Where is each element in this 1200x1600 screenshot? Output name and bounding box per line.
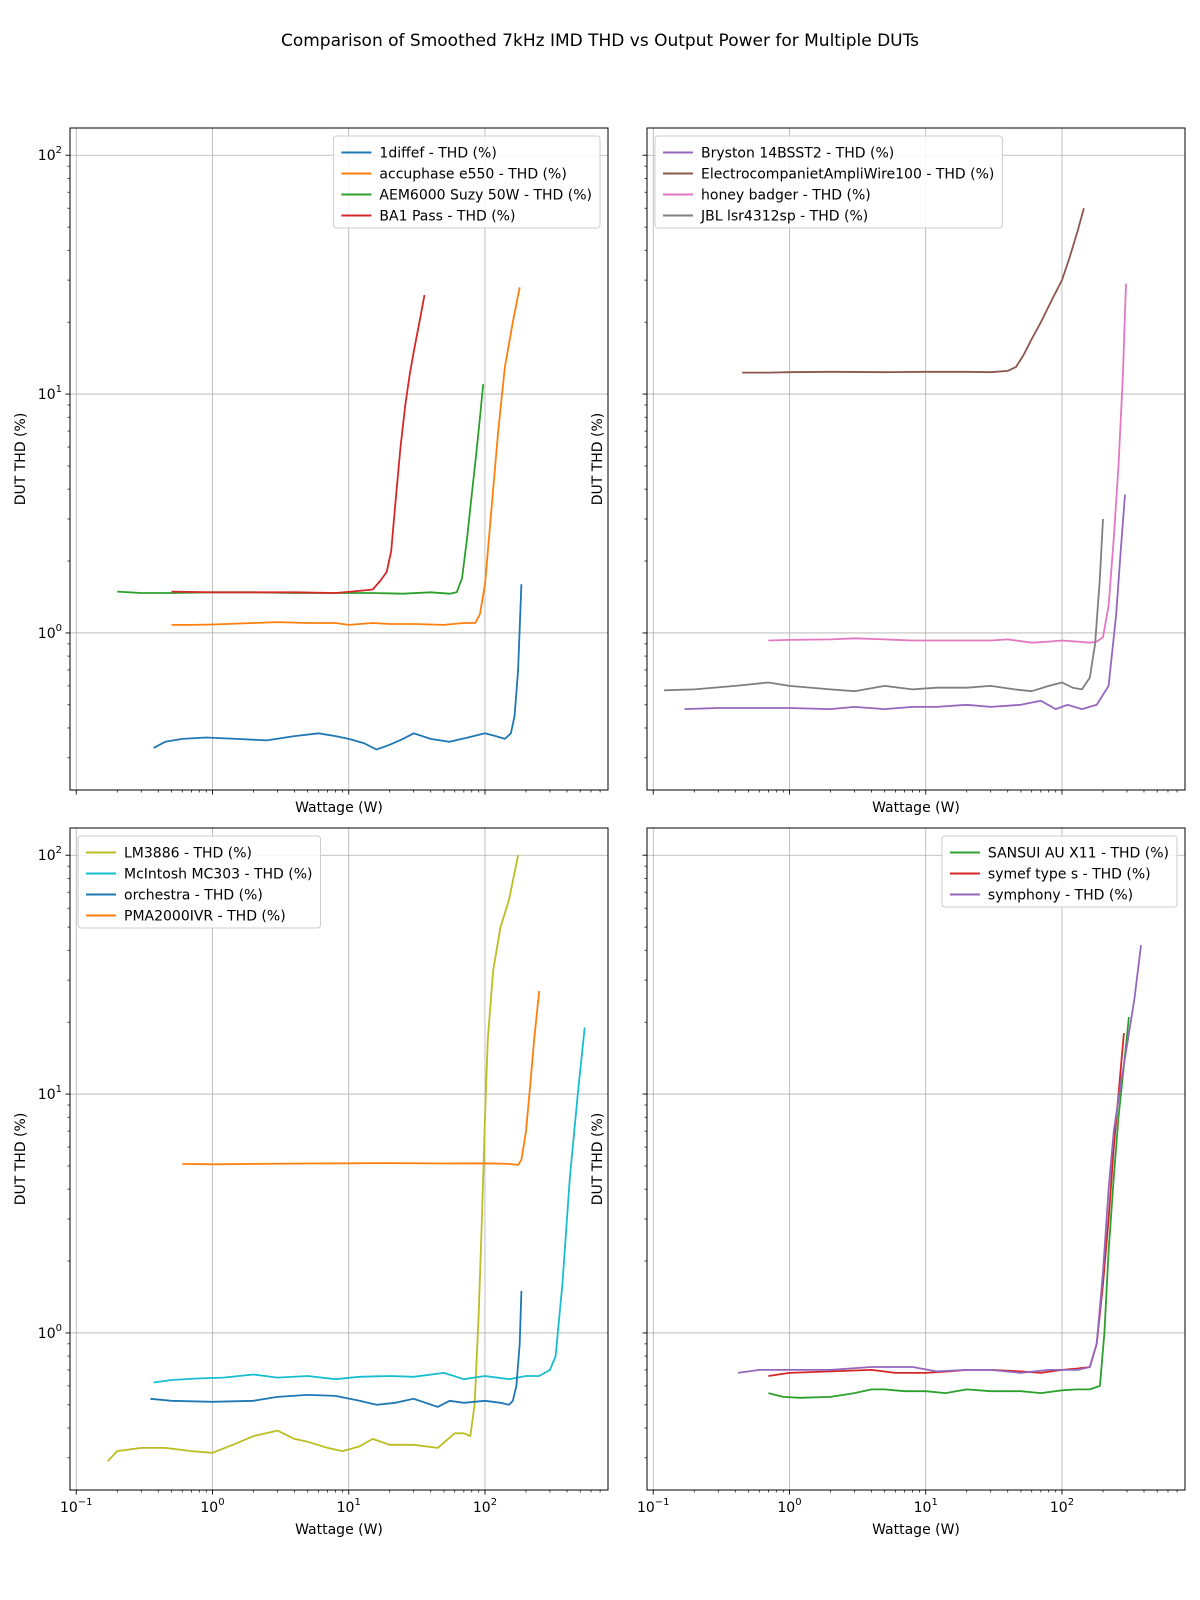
x-tick-label: 101 — [337, 1497, 361, 1516]
subplot-2: Wattage (W) DUT THD (%) Bryston 14BSST2 - … — [590, 127, 1186, 816]
legend-label-4: BA1 Pass - THD (%) — [379, 209, 515, 225]
y-axis-label: DUT THD (%) — [13, 1113, 29, 1206]
series-line-3 — [737, 945, 1142, 1374]
legend-label-2: accuphase e550 - THD (%) — [379, 167, 566, 183]
x-tick-label-exponent: 1 — [354, 1497, 360, 1508]
legend-label-4: PMA2000IVR - THD (%) — [124, 909, 286, 925]
plot-frame — [69, 127, 609, 791]
series-line-3 — [768, 283, 1127, 644]
x-tick-label-exponent: 2 — [1068, 1497, 1074, 1508]
series-line-4 — [182, 990, 541, 1166]
x-tick-label-base: 10 — [637, 1500, 655, 1516]
y-tick-label-base: 10 — [38, 1326, 56, 1342]
series-line-1 — [153, 584, 523, 751]
plot-frame — [646, 827, 1186, 1491]
legend-label-3: honey badger - THD (%) — [701, 188, 871, 204]
legend-box — [654, 135, 1003, 229]
y-tick-label-base: 10 — [38, 387, 56, 403]
legend: 1diffef - THD (%) accuphase e550 - THD (%… — [332, 135, 601, 229]
y-tick-label-exponent: 2 — [56, 845, 62, 856]
y-tick-label: 101 — [38, 1084, 62, 1103]
x-tick-label: 10−1 — [60, 1497, 93, 1516]
x-tick-label-exponent: −1 — [655, 1497, 670, 1508]
series-line-2 — [742, 207, 1085, 374]
x-tick-label-base: 10 — [473, 1500, 491, 1516]
y-tick-label-base: 10 — [38, 1087, 56, 1103]
legend-label-4: JBL lsr4312sp - THD (%) — [700, 209, 868, 225]
y-tick-label-base: 10 — [38, 848, 56, 864]
x-axis-label: Wattage (W) — [295, 1522, 383, 1538]
y-tick-label-base: 10 — [38, 148, 56, 164]
x-tick-label-base: 10 — [200, 1500, 218, 1516]
y-tick-label: 100 — [38, 623, 62, 642]
x-tick-label: 100 — [777, 1497, 801, 1516]
series-line-1 — [106, 855, 519, 1462]
legend-label-1: LM3886 - THD (%) — [124, 846, 252, 862]
y-tick-label: 102 — [38, 145, 62, 164]
plot-frame — [69, 827, 609, 1491]
y-tick-label: 101 — [38, 384, 62, 403]
x-tick-label: 102 — [1050, 1497, 1074, 1516]
x-axis-label: Wattage (W) — [872, 1522, 960, 1538]
legend-label-3: AEM6000 Suzy 50W - THD (%) — [379, 188, 592, 204]
series-line-3 — [150, 1290, 523, 1408]
x-tick-label-base: 10 — [337, 1500, 355, 1516]
y-tick-label-base: 10 — [38, 626, 56, 642]
legend-box — [77, 835, 322, 929]
series-line-1 — [768, 1017, 1130, 1399]
x-tick-label-base: 10 — [60, 1500, 78, 1516]
y-tick-label-exponent: 1 — [56, 1084, 62, 1095]
y-tick-label-exponent: 1 — [56, 384, 62, 395]
x-tick-label-base: 10 — [914, 1500, 932, 1516]
legend-label-3: orchestra - THD (%) — [124, 888, 263, 904]
legend-label-2: symef type s - THD (%) — [988, 867, 1151, 883]
legend: Bryston 14BSST2 - THD (%) Electrocompanie… — [654, 135, 1003, 229]
y-tick-label: 102 — [38, 845, 62, 864]
x-tick-label-exponent: −1 — [78, 1497, 93, 1508]
legend-box — [332, 135, 601, 229]
legend-label-1: SANSUI AU X11 - THD (%) — [988, 846, 1169, 862]
legend: SANSUI AU X11 - THD (%) symef type s - TH… — [941, 835, 1178, 908]
y-axis-label: DUT THD (%) — [590, 413, 606, 506]
x-tick-label: 102 — [473, 1497, 497, 1516]
x-tick-label-exponent: 0 — [218, 1497, 224, 1508]
legend-label-3: symphony - THD (%) — [988, 888, 1133, 904]
series-line-4 — [663, 518, 1104, 693]
plot-frame — [646, 127, 1186, 791]
y-tick-label-exponent: 0 — [56, 1323, 62, 1334]
x-tick-label-exponent: 0 — [795, 1497, 801, 1508]
y-axis-label: DUT THD (%) — [13, 413, 29, 506]
legend-box — [941, 835, 1178, 908]
x-axis-label: Wattage (W) — [295, 800, 383, 816]
figure-title: Comparison of Smoothed 7kHz IMD THD vs O… — [281, 31, 919, 51]
series-line-4 — [171, 294, 426, 594]
x-tick-label-exponent: 1 — [931, 1497, 937, 1508]
series-line-2 — [171, 287, 521, 626]
series-line-2 — [153, 1027, 586, 1384]
y-tick-label-exponent: 0 — [56, 623, 62, 634]
x-tick-label: 100 — [200, 1497, 224, 1516]
legend-label-1: 1diffef - THD (%) — [379, 146, 496, 162]
legend-label-2: ElectrocompanietAmpliWire100 - THD (%) — [701, 167, 994, 183]
series-line-1 — [684, 494, 1126, 710]
x-tick-label: 10−1 — [637, 1497, 670, 1516]
legend-label-2: McIntosh MC303 - THD (%) — [124, 867, 313, 883]
x-tick-label: 101 — [914, 1497, 938, 1516]
y-axis-label: DUT THD (%) — [590, 1113, 606, 1206]
y-tick-label-exponent: 2 — [56, 145, 62, 156]
x-tick-label-base: 10 — [1050, 1500, 1068, 1516]
x-tick-label-base: 10 — [777, 1500, 795, 1516]
legend-label-1: Bryston 14BSST2 - THD (%) — [701, 146, 894, 162]
y-tick-label: 100 — [38, 1323, 62, 1342]
x-axis-label: Wattage (W) — [872, 800, 960, 816]
legend: LM3886 - THD (%) McIntosh MC303 - THD (%)… — [77, 835, 322, 929]
x-tick-label-exponent: 2 — [491, 1497, 497, 1508]
